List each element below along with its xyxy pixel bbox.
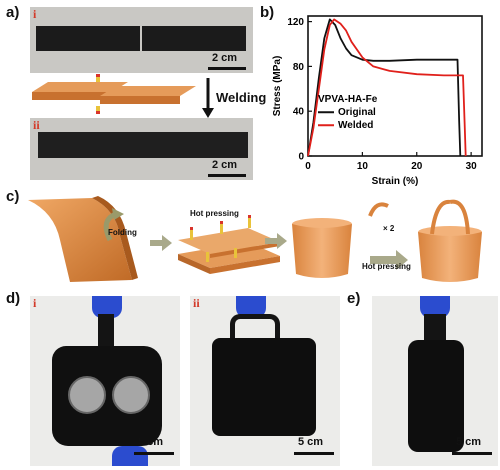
- legend-entry-welded: Welded: [338, 120, 373, 131]
- scale-bar-d-ii: [294, 452, 334, 455]
- step-arrow-3-icon: [370, 250, 408, 270]
- plot-frame: [307, 15, 483, 157]
- panel-label-d: d): [6, 290, 21, 307]
- plate-upper: [178, 228, 280, 254]
- glove-bottom: [112, 446, 148, 466]
- strip2-top-face: [100, 86, 196, 96]
- fabrication-schematic: [28, 196, 482, 282]
- panel-label-a: a): [6, 4, 20, 21]
- step-arrow-1-icon: [150, 235, 172, 251]
- strip-top-face: [32, 82, 128, 92]
- legend-entry-original: Original: [338, 107, 376, 118]
- scale-bar-a-ii: [208, 174, 246, 177]
- step-arrow-2-icon: [265, 233, 287, 249]
- sublabel-a-ii: ii: [33, 118, 40, 132]
- bag-handle-ii: [230, 314, 280, 347]
- weld-pin-bottom: [96, 106, 100, 112]
- legend-title: VPVA-HA-Fe: [318, 94, 378, 105]
- scale-label-a-i: 2 cm: [212, 52, 238, 64]
- y-tick-label: 0: [298, 152, 304, 163]
- metal-disc-left: [68, 376, 106, 414]
- cup-body: [292, 224, 352, 278]
- handle-piece-icon: [368, 202, 389, 217]
- scale-label-a-ii: 2 cm: [212, 159, 238, 171]
- strip-front-left: [32, 92, 112, 100]
- photo-d-i: i 5 cm: [30, 296, 180, 466]
- x-tick-label: 0: [305, 161, 311, 172]
- times-two-label: × 2: [383, 224, 395, 233]
- y-tick-label: 80: [293, 62, 305, 73]
- x-tick-label: 20: [411, 161, 423, 172]
- glove-top: [92, 296, 122, 318]
- strip-front-right: [100, 96, 180, 104]
- photo-a-i: i 2 cm: [30, 7, 253, 73]
- plate-side-left: [178, 254, 210, 274]
- fold-arrowhead-icon: [112, 208, 124, 220]
- glove-top-ii: [236, 296, 266, 318]
- scale-label-d-i: 5 cm: [138, 436, 164, 448]
- press-pin-4: [206, 252, 209, 262]
- bag-handle-left: [430, 199, 451, 235]
- bag-handle-e: [424, 314, 446, 344]
- welded-film-strip: [38, 132, 248, 158]
- hot-pressing-top-label: Hot pressing: [190, 209, 239, 218]
- scale-bar-d-i: [134, 452, 174, 455]
- black-bag-e: [408, 340, 464, 452]
- scale-label-d-ii: 5 cm: [298, 436, 324, 448]
- metal-disc-right: [112, 376, 150, 414]
- x-axis-label: Strain (%): [372, 176, 419, 187]
- folding-label: Folding: [108, 228, 137, 237]
- panel-label-e: e): [347, 290, 361, 307]
- stress-strain-chart: 0 10 20 30 0 40 80 120 Strain (%) Stress (MPa) VP…: [272, 15, 483, 187]
- welding-schematic: [32, 74, 214, 118]
- weld-pin-top-cap: [96, 74, 100, 77]
- photo-e: 5 cm: [372, 296, 498, 466]
- weld-pin-top: [96, 76, 100, 82]
- welding-label: Welding: [216, 90, 267, 105]
- y-tick-label: 120: [287, 17, 304, 28]
- y-axis-label: Stress (MPa): [272, 56, 283, 117]
- photo-a-ii: ii 2 cm: [30, 118, 253, 180]
- weld-pin-bottom-cap: [96, 111, 100, 114]
- plate-upper-front: [210, 242, 280, 258]
- press-pin-3: [248, 218, 251, 228]
- photo-d-ii: ii 5 cm: [190, 296, 340, 466]
- scale-label-e: 5 cm: [456, 436, 482, 448]
- press-pin-2: [220, 224, 223, 234]
- bag-handle-strap: [98, 314, 114, 352]
- glove-top-e: [420, 296, 450, 318]
- press-pin-1: [190, 230, 193, 240]
- bag-handle-right: [449, 199, 470, 235]
- scale-bar-e: [452, 452, 492, 455]
- sublabel-d-ii: ii: [193, 296, 200, 310]
- panel-label-c: c): [6, 188, 20, 205]
- black-bag-ii: [212, 338, 316, 436]
- film-strip-right: [142, 26, 246, 51]
- film-strip-left: [36, 26, 140, 51]
- y-tick-label: 40: [293, 107, 305, 118]
- panel-label-b: b): [260, 4, 275, 21]
- arrowhead-icon: [202, 108, 214, 118]
- sheet-edge: [92, 196, 138, 280]
- series-line-welded: [307, 18, 467, 157]
- sublabel-d-i: i: [33, 296, 37, 310]
- press-pin-5: [234, 248, 237, 258]
- bag-body: [418, 232, 482, 282]
- sublabel-a-i: i: [33, 7, 37, 21]
- scale-bar-a-i: [208, 67, 246, 70]
- x-tick-label: 30: [466, 161, 478, 172]
- hot-pressing-bottom-label: Hot pressing: [362, 262, 411, 271]
- plate-side-front: [210, 256, 280, 274]
- series-line-original: [307, 18, 462, 157]
- x-tick-label: 10: [357, 161, 369, 172]
